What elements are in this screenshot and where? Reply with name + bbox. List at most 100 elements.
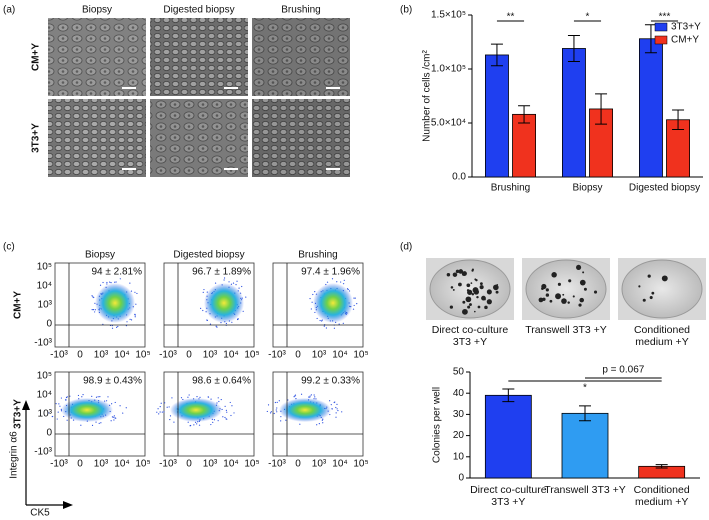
percentage: 96.7 ± 1.89% <box>192 267 251 278</box>
colony <box>486 299 492 305</box>
flow-dot <box>135 303 137 305</box>
percentage: 99.2 ± 0.33% <box>301 376 360 387</box>
colony <box>458 282 462 287</box>
x-tick-label: -10³ <box>268 459 286 470</box>
flow-dot <box>276 411 278 413</box>
flow-dot <box>169 418 171 421</box>
flow-dot <box>91 295 93 297</box>
y-tick-label: 10 <box>453 451 465 462</box>
y-axis-label: Integrin α6 <box>9 431 20 479</box>
flow-dot <box>354 297 356 299</box>
colony <box>484 305 488 310</box>
colony <box>579 297 584 303</box>
x-tick-label: 0 <box>295 459 301 470</box>
flow-dot <box>126 321 128 323</box>
flow-dot <box>309 297 311 300</box>
flow-dot <box>232 282 235 284</box>
flow-dot <box>94 309 96 311</box>
bar <box>561 412 609 479</box>
x-tick-label: 0 <box>186 350 192 361</box>
micrograph-shade <box>150 18 248 96</box>
flow-dot <box>335 412 337 414</box>
significance: *** <box>659 12 671 23</box>
flow-dot <box>321 320 323 322</box>
flow-dot <box>241 285 243 288</box>
x-tick-label: 10³ <box>94 459 109 470</box>
colony <box>583 287 587 291</box>
flow-dot <box>245 296 247 298</box>
colony <box>578 303 582 307</box>
flow-dot <box>224 416 226 419</box>
flow-dot <box>202 309 204 312</box>
flow-dot <box>309 396 311 398</box>
arrow-head <box>63 501 73 509</box>
flow-dot <box>114 281 116 283</box>
flow-dot <box>348 290 351 292</box>
row-label: CM+Y <box>31 43 42 71</box>
flow-dot <box>336 281 338 283</box>
y-tick-label: 10³ <box>38 300 53 311</box>
column-title: Biopsy <box>85 250 115 261</box>
colony <box>555 293 562 300</box>
flow-dot <box>340 281 342 283</box>
y-tick-label: 10³ <box>38 409 53 420</box>
x-tick-label: 10⁴ <box>114 350 129 361</box>
bar <box>512 113 537 178</box>
y-tick-label: -10³ <box>34 338 52 349</box>
flow-dot <box>308 396 310 398</box>
x-tick-label: -10³ <box>50 350 68 361</box>
x-tick-label: 10³ <box>203 459 218 470</box>
colony <box>541 283 547 290</box>
flow-dot <box>237 318 239 320</box>
flow-dot <box>93 296 95 299</box>
flow-dot <box>99 284 102 286</box>
flow-dot <box>91 395 93 398</box>
flow-dot <box>213 419 216 421</box>
column-title: Brushing <box>281 5 320 16</box>
colony <box>557 282 561 286</box>
error-bar <box>672 109 685 130</box>
x-tick-label: Biopsy <box>572 183 602 194</box>
flow-dot <box>223 277 226 279</box>
panel-label: (b) <box>400 5 412 16</box>
colony <box>475 278 478 282</box>
significance: * <box>583 383 587 394</box>
x-tick-label: 10⁵ <box>135 459 150 470</box>
colony <box>449 305 453 309</box>
flow-dot <box>326 281 329 283</box>
significance: p = 0.067 <box>602 365 644 376</box>
arrow-head <box>22 400 30 410</box>
flow-dot <box>235 284 237 286</box>
flow-dot <box>59 405 61 407</box>
y-tick-label: 0 <box>458 473 464 484</box>
x-tick-label: 10³ <box>312 459 327 470</box>
x-tick-label: 10⁵ <box>244 350 259 361</box>
colony <box>465 296 472 303</box>
colony <box>568 279 572 283</box>
flow-dot <box>166 406 168 408</box>
flow-dot <box>300 393 303 395</box>
colony <box>651 291 655 295</box>
flow-dot <box>341 411 343 413</box>
micrograph <box>252 18 350 96</box>
flow-dot <box>356 303 358 305</box>
micrograph <box>150 99 248 177</box>
flow-dot <box>180 397 183 399</box>
flow-dot <box>299 423 301 425</box>
percentage: 94 ± 2.81% <box>91 267 142 278</box>
panel-label: (c) <box>3 242 15 253</box>
flow-dot <box>218 400 220 403</box>
x-tick-label: 10⁵ <box>244 459 259 470</box>
x-tick-label: 10⁴ <box>223 350 238 361</box>
flow-dot <box>242 310 244 312</box>
y-tick-label: 30 <box>453 409 465 420</box>
x-tick-label: 10³ <box>203 350 218 361</box>
flow-dot <box>125 407 127 409</box>
flow-dot <box>335 416 337 418</box>
flow-dot <box>228 281 230 283</box>
flow-dot <box>329 413 331 416</box>
colony <box>549 299 553 303</box>
legend-swatch <box>654 22 668 32</box>
colony <box>661 275 668 282</box>
y-tick-label: 50 <box>453 367 465 378</box>
